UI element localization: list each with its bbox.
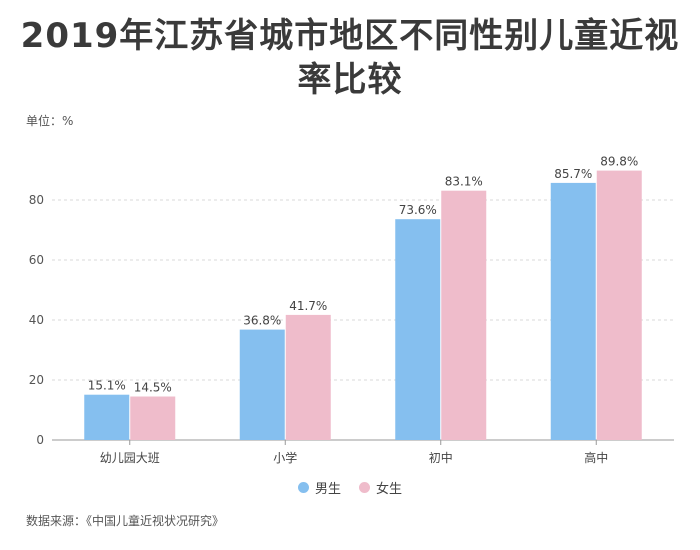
data-label: 85.7% xyxy=(554,167,592,181)
bar-female xyxy=(596,170,642,440)
bar-female xyxy=(285,314,331,440)
bar-chart: 0 20 40 60 80 15.1% 14.5% 幼儿园大班 36.8% 41.7% 小学 73.6… xyxy=(29,155,674,465)
x-tick-label: 初中 xyxy=(429,450,453,465)
legend-label-male: 男生 xyxy=(314,482,341,497)
bar-male xyxy=(239,329,285,440)
legend: 男生 女生 xyxy=(0,478,700,497)
y-tick-label: 80 xyxy=(29,193,44,207)
y-tick-label: 60 xyxy=(29,253,44,267)
legend-swatch-female xyxy=(359,482,370,493)
data-label: 15.1% xyxy=(88,379,126,393)
bar-male xyxy=(550,182,596,440)
chart-title: 2019年江苏省城市地区不同性别儿童近视 率比较 xyxy=(0,14,700,102)
x-tick-label: 小学 xyxy=(273,450,297,465)
legend-label-female: 女生 xyxy=(376,482,403,497)
bar-female xyxy=(130,396,176,440)
chart-title-line1: 2019年江苏省城市地区不同性别儿童近视 xyxy=(20,16,680,56)
data-label: 73.6% xyxy=(399,203,437,217)
y-tick-label: 0 xyxy=(36,433,44,447)
bar-female xyxy=(441,190,487,440)
data-label: 83.1% xyxy=(445,175,483,189)
x-tick-label: 幼儿园大班 xyxy=(100,451,160,465)
data-label: 89.8% xyxy=(600,155,638,169)
source-label: 数据来源：《中国儿童近视状况研究》 xyxy=(26,514,225,528)
data-label: 36.8% xyxy=(243,314,281,328)
legend-item-male[interactable]: 男生 xyxy=(297,478,341,497)
unit-label: 单位：% xyxy=(26,114,74,128)
chart-title-line2: 率比较 xyxy=(297,60,403,100)
bar-male xyxy=(84,394,130,440)
data-label: 14.5% xyxy=(134,381,172,395)
y-tick-label: 40 xyxy=(29,313,44,327)
bar-male xyxy=(395,219,441,440)
data-label: 41.7% xyxy=(289,299,327,313)
x-tick-label: 高中 xyxy=(584,450,608,465)
legend-swatch-male xyxy=(297,482,309,493)
legend-item-female[interactable]: 女生 xyxy=(359,478,402,497)
y-tick-label: 20 xyxy=(29,373,44,387)
